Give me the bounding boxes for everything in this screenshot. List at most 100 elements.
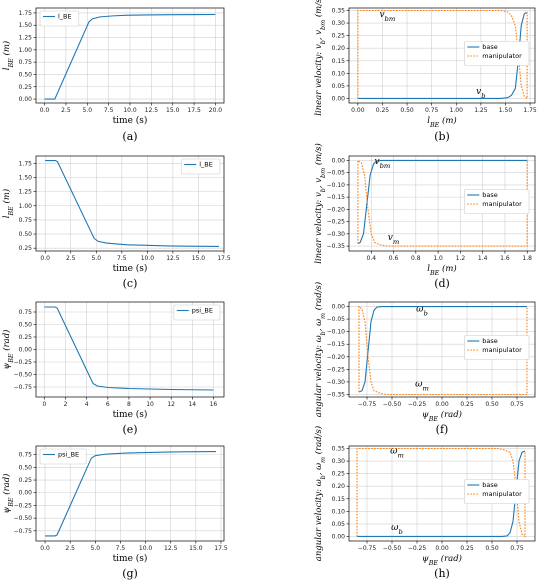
x-tick-label: 10.0 (139, 545, 153, 552)
y-tick-label: −0.25 (14, 502, 33, 509)
series-line-base (357, 450, 526, 538)
legend-box (463, 479, 530, 504)
x-tick-label: 5.0 (92, 255, 102, 262)
y-tick-label: −0.20 (327, 354, 346, 361)
y-tick-label: 0.15 (332, 496, 346, 503)
y-tick-label: 1.25 (19, 189, 33, 196)
x-tick-label: 0.50 (485, 545, 499, 552)
x-tick-label: 12.5 (166, 255, 180, 262)
x-axis-label: ψBE (rad) (422, 553, 462, 567)
x-tick-label: 0.00 (435, 401, 449, 408)
x-tick-label: 4 (85, 401, 89, 408)
panel-caption: (a) (122, 130, 137, 143)
x-axis-label: lBE (m) (427, 263, 456, 277)
y-axis-label: linear velocity: vb, vbm (m/s) (313, 143, 327, 264)
x-tick-label: 1.0 (433, 255, 443, 262)
legend-label: base (482, 43, 498, 51)
legend-box (39, 10, 80, 27)
x-axis-label: time (s) (113, 553, 148, 564)
y-tick-label: 0.00 (332, 95, 346, 102)
y-tick-label: 0.00 (332, 157, 346, 164)
y-axis-label: ψBE (rad) (1, 330, 15, 370)
legend-label: l_BE (58, 13, 72, 21)
y-tick-label: 0.05 (332, 521, 346, 528)
y-tick-label: 0.35 (332, 8, 346, 15)
x-tick-label: 2.5 (61, 107, 71, 114)
x-tick-label: 1.8 (522, 255, 532, 262)
y-tick-label: −0.05 (327, 170, 346, 177)
x-tick-label: 12.5 (164, 545, 178, 552)
x-tick-label: 1.6 (500, 255, 510, 262)
y-tick-label: 0.20 (332, 45, 346, 52)
x-tick-label: 1.00 (450, 107, 464, 114)
y-tick-label: 1.00 (19, 47, 33, 54)
x-tick-label: 0.75 (425, 107, 439, 114)
y-tick-label: 0.35 (332, 446, 346, 453)
annotation-label: vbm (374, 157, 390, 170)
x-tick-label: 7.5 (117, 255, 127, 262)
series-line-manipulator (358, 305, 528, 396)
series-line-base (357, 159, 528, 245)
legend-box (173, 304, 221, 321)
y-tick-label: −0.15 (327, 341, 346, 348)
y-tick-label: −0.35 (327, 243, 346, 250)
y-tick-label: 0.75 (19, 217, 33, 224)
series-line-l-be (45, 159, 219, 248)
series-line-manipulator (356, 447, 526, 538)
x-axis-label: time (s) (113, 115, 148, 126)
x-tick-label: 10 (146, 401, 154, 408)
y-tick-label: 0.50 (19, 322, 33, 329)
annotation-label: vbm (379, 10, 395, 23)
y-axis-label: angular velocity: ωb, ωm (rad/s) (313, 426, 327, 561)
x-tick-label: 1.2 (456, 255, 466, 262)
legend-box (463, 335, 530, 360)
y-axis-label: ψBE (rad) (1, 474, 15, 514)
annotation-label: vm (388, 233, 400, 246)
x-tick-label: 8 (127, 401, 131, 408)
chart-panel-b: 0.00 0.25 0.50 0.75 1.00 1.25 1.50 1.75 0.00 0.05… (313, 0, 537, 143)
y-tick-label: −0.25 (327, 366, 346, 373)
x-tick-label: 1.4 (478, 255, 488, 262)
y-tick-label: 0.25 (332, 33, 346, 40)
x-tick-label: −0.50 (383, 401, 402, 408)
y-tick-label: 0.25 (19, 477, 33, 484)
annotation-label: ωm (415, 379, 429, 392)
legend-box (463, 41, 530, 66)
y-tick-label: 0.75 (19, 59, 33, 66)
x-tick-label: −0.50 (383, 545, 402, 552)
y-tick-label: −0.30 (327, 231, 346, 238)
x-tick-label: 7.5 (104, 107, 114, 114)
annotation-label: ωm (390, 447, 404, 460)
plot-frame (348, 155, 536, 252)
y-tick-label: −0.15 (327, 194, 346, 201)
x-tick-label: 0.00 (351, 107, 365, 114)
x-tick-label: 16 (210, 401, 218, 408)
annotation-label: ωb (416, 305, 428, 318)
x-tick-label: 15.0 (189, 545, 203, 552)
y-tick-label: −0.25 (327, 219, 346, 226)
x-tick-label: −0.75 (358, 401, 377, 408)
y-tick-label: 0.25 (332, 471, 346, 478)
y-tick-label: 1.25 (19, 35, 33, 42)
legend-label: base (482, 337, 498, 345)
x-tick-label: 0.0 (40, 545, 50, 552)
plot-frame (35, 155, 225, 252)
x-axis-label: lBE (m) (427, 115, 456, 129)
x-tick-label: 1.75 (523, 107, 537, 114)
x-tick-label: 0.25 (460, 401, 474, 408)
y-tick-label: 0.00 (332, 533, 346, 540)
y-tick-label: 0.10 (332, 70, 346, 77)
x-tick-label: 0.8 (411, 255, 421, 262)
x-tick-label: 7.5 (116, 545, 126, 552)
panel-caption: (b) (434, 130, 450, 143)
x-tick-label: 0.25 (460, 545, 474, 552)
y-tick-label: 0.50 (19, 231, 33, 238)
x-tick-label: 0.50 (400, 107, 414, 114)
y-tick-label: 0.25 (19, 245, 33, 252)
x-tick-label: 0.6 (389, 255, 399, 262)
x-axis-label: ψBE (rad) (422, 409, 462, 423)
plot-frame (348, 445, 536, 542)
